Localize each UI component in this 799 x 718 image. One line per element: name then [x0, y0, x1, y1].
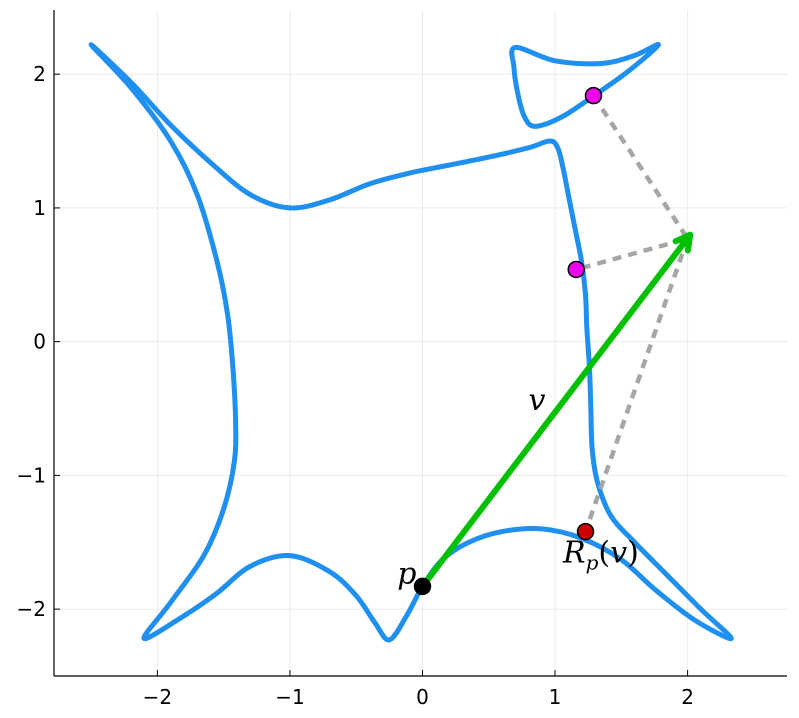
point-marker-2 — [567, 260, 585, 279]
grid-layer — [54, 10, 787, 676]
dashed-connector-2 — [575, 94, 690, 272]
axes-layer — [53, 10, 787, 677]
y-tick-label: −2 — [17, 597, 46, 621]
x-tick-label: −1 — [275, 685, 304, 709]
vector-arrow-shaft — [419, 239, 688, 590]
point-marker-0 — [413, 577, 432, 596]
point-marker-1 — [584, 86, 603, 105]
x-tick-label: 0 — [416, 685, 429, 709]
annotation-label-0: p — [397, 557, 416, 592]
series-layer — [88, 41, 734, 643]
annotation-label-1: v — [529, 383, 546, 418]
x-tick-label: −2 — [143, 685, 172, 709]
dashed-connector-3 — [583, 237, 690, 533]
point-marker-3 — [576, 522, 595, 541]
x-tick-label: 2 — [681, 685, 694, 709]
annotation-layer: p v Rp(v) — [397, 383, 638, 592]
y-tick-label: −1 — [17, 463, 46, 487]
x-tick-label: 1 — [549, 685, 562, 709]
annotation-label-2: Rp(v) — [562, 535, 639, 574]
marker-layer — [413, 86, 603, 596]
tick-layer: −2 −1 0 1 2 −2 −1 0 1 2 — [17, 62, 694, 709]
y-tick-label: 0 — [33, 330, 46, 354]
curve-series-0 — [88, 42, 734, 643]
y-tick-label: 2 — [33, 62, 46, 86]
y-tick-label: 1 — [33, 196, 46, 220]
vector-arrow-head — [672, 231, 694, 254]
